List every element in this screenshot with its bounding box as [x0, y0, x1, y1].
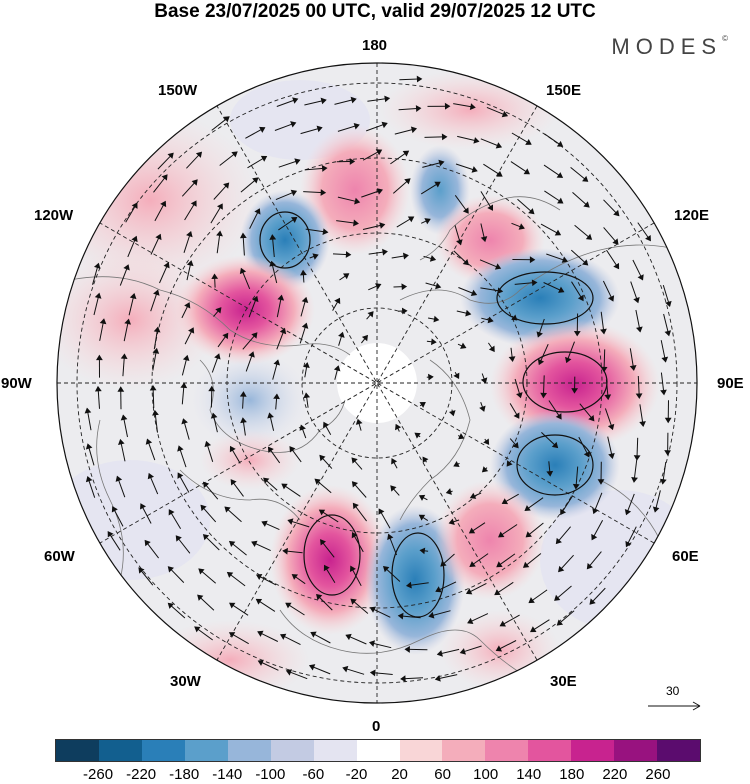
colorbar-box	[485, 740, 528, 761]
label-lon-150w: 150W	[158, 82, 197, 100]
colorbar-box	[271, 740, 314, 761]
label-lon-90w: 90W	[1, 375, 32, 393]
label-lon-90e: 90E	[717, 375, 744, 393]
colorbar-box	[228, 740, 271, 761]
colorbar-tick-label: -260	[83, 766, 113, 783]
colorbar-tick-label: -180	[169, 766, 199, 783]
label-lon-60w: 60W	[44, 548, 75, 566]
colorbar-tick-label: -100	[255, 766, 285, 783]
colorbar-tick-label: -220	[126, 766, 156, 783]
label-lon-30e: 30E	[550, 673, 577, 691]
colorbar-tick-label: 260	[645, 766, 670, 783]
colorbar-tick-label: -20	[346, 766, 368, 783]
colorbar-tick-label: 60	[434, 766, 451, 783]
label-lon-60e: 60E	[672, 548, 699, 566]
anomaly-field	[40, 60, 710, 710]
colorbar-tick-label: 20	[391, 766, 408, 783]
label-lon-150e: 150E	[546, 82, 581, 100]
colorbar-tick-label: 180	[559, 766, 584, 783]
reference-vector-arrow	[648, 684, 704, 714]
label-lon-180: 180	[362, 37, 387, 55]
colorbar-box	[657, 740, 700, 761]
colorbar-tick-label: 100	[473, 766, 498, 783]
colorbar-tick-label: -60	[303, 766, 325, 783]
colorbar-box	[142, 740, 185, 761]
colorbar-box	[56, 740, 99, 761]
colorbar-box	[185, 740, 228, 761]
colorbar-box	[357, 740, 400, 761]
label-lon-120e: 120E	[674, 207, 709, 225]
label-lon-30w: 30W	[170, 673, 201, 691]
colorbar-box	[571, 740, 614, 761]
colorbar-box	[614, 740, 657, 761]
colorbar-tick-label: 220	[602, 766, 627, 783]
colorbar	[55, 739, 701, 762]
colorbar-box	[99, 740, 142, 761]
colorbar-box	[528, 740, 571, 761]
label-lon-120w: 120W	[34, 207, 73, 225]
colorbar-ticks: -260 -220 -180 -140 -100 -60 -20 20 60 100 140 180 2…	[0, 766, 750, 784]
label-lon-0: 0	[372, 718, 380, 736]
colorbar-tick-label: -140	[212, 766, 242, 783]
colorbar-box	[400, 740, 443, 761]
colorbar-box	[442, 740, 485, 761]
colorbar-tick-label: 140	[516, 766, 541, 783]
colorbar-box	[314, 740, 357, 761]
